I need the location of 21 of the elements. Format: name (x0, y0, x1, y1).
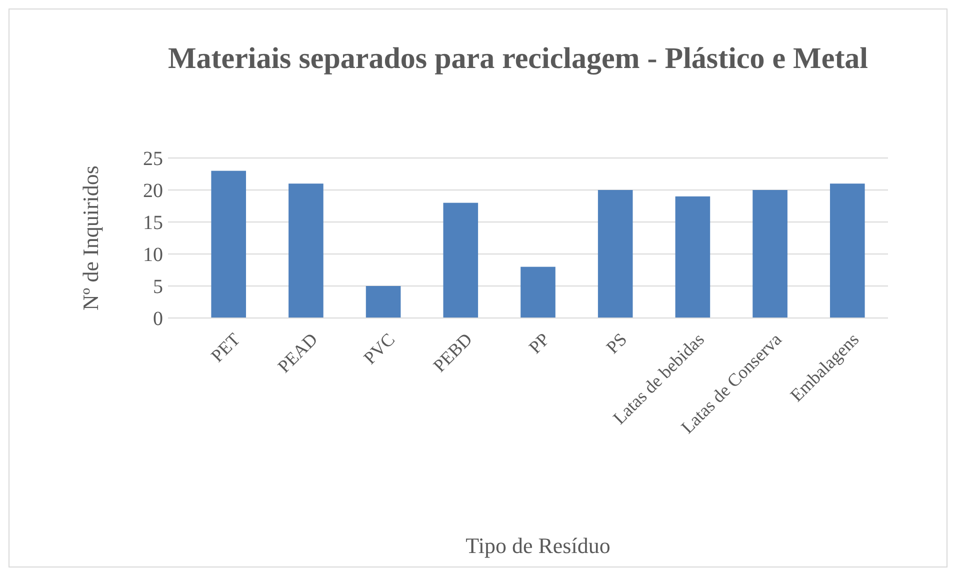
bar (675, 196, 710, 318)
bar (211, 170, 246, 318)
bar (366, 286, 401, 318)
y-tick-label: 5 (153, 276, 163, 298)
y-tick-label: 15 (143, 212, 163, 234)
bar (520, 266, 556, 318)
y-tick-label: 10 (143, 244, 163, 266)
bar (288, 184, 324, 318)
chart-title: Materiais separados para reciclagem - Plástico e Metal (168, 42, 868, 75)
bar (598, 190, 633, 318)
bar (830, 184, 865, 318)
y-tick-label: 25 (143, 148, 163, 170)
y-tick-label: 20 (143, 180, 163, 202)
x-tick-label: PS (602, 329, 631, 358)
x-axis-title: Tipo de Resíduo (466, 533, 610, 558)
x-tick-label: PP (524, 329, 554, 358)
bar (443, 202, 478, 318)
y-axis-title: Nº de Inquiridos (78, 166, 103, 310)
y-tick-label: 0 (153, 308, 163, 330)
bar (752, 190, 788, 318)
x-tick-label: PET (207, 329, 244, 366)
